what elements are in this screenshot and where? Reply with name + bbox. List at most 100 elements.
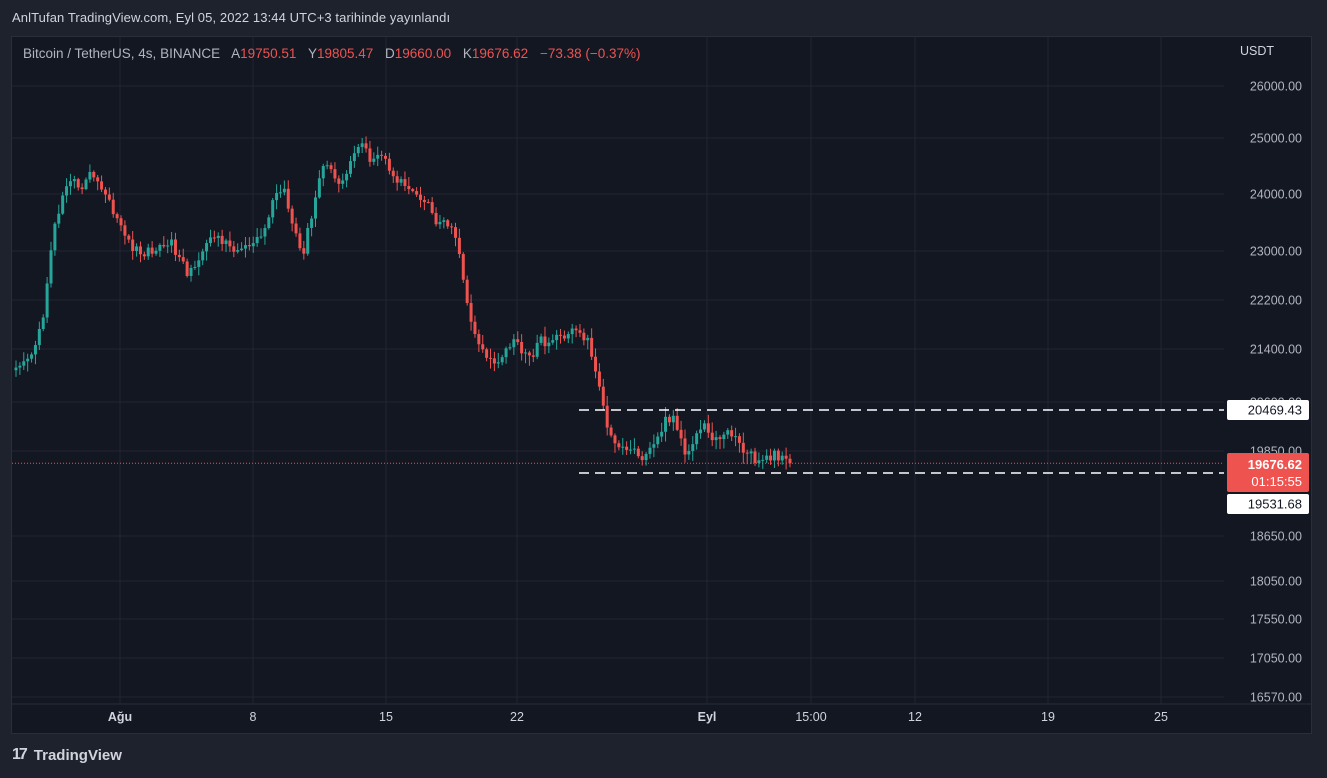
candle-body (45, 283, 49, 318)
candle-body (667, 416, 671, 423)
candle-body (772, 450, 776, 461)
candle-body (430, 202, 434, 213)
candle-body (142, 254, 146, 257)
price-tick-label: 18650.00 (1250, 530, 1302, 544)
candle-body (570, 328, 574, 335)
candle-body (123, 225, 127, 236)
candle-body (761, 459, 765, 461)
publish-line: AnlTufan TradingView.com, Eyl 05, 2022 1… (12, 10, 451, 25)
candle-body (30, 354, 34, 359)
candle-body (80, 187, 84, 190)
candle-body (442, 220, 446, 222)
low-label: D (385, 46, 395, 61)
candle-body (675, 415, 679, 430)
price-tick-label: 22200.00 (1250, 294, 1302, 308)
candle-body (251, 243, 255, 247)
chart-panel[interactable] (11, 36, 1312, 734)
candle-body (166, 245, 170, 247)
price-tick-label: 25000.00 (1250, 132, 1302, 146)
candle-body (695, 433, 699, 445)
candle-body (395, 176, 399, 183)
candle-body (726, 430, 730, 435)
candle-body (275, 193, 279, 201)
candle-body (18, 365, 22, 368)
candle-body (135, 246, 139, 251)
close-value: 19676.62 (471, 46, 529, 61)
candle-body (481, 344, 485, 350)
candle-body (617, 443, 621, 448)
candle-body (492, 358, 496, 364)
candle-body (107, 194, 111, 200)
candle-body (671, 415, 675, 423)
candle-body (769, 455, 773, 461)
bar-countdown-label: 01:15:55 (1251, 474, 1302, 489)
level-price-label: 19531.68 (1248, 497, 1302, 512)
candle-body (765, 455, 769, 460)
candle-body (197, 260, 201, 267)
brand-name: TradingView (33, 746, 122, 764)
candle-body (508, 347, 512, 349)
candle-body (290, 208, 294, 224)
candle-body (345, 173, 349, 181)
candle-body (601, 386, 605, 406)
candle-body (660, 431, 664, 437)
candle-body (53, 223, 57, 251)
time-tick-label: Eyl (698, 710, 717, 724)
candle-body (419, 194, 423, 200)
candle-body (185, 261, 189, 276)
candle-body (364, 143, 368, 149)
candle-body (368, 148, 372, 162)
candle-body (100, 181, 104, 190)
candle-body (745, 452, 749, 454)
open-value: 19750.51 (240, 46, 297, 61)
candle-body (434, 212, 438, 225)
candle-body (391, 170, 395, 177)
candle-body (228, 240, 232, 247)
candle-body (337, 178, 341, 184)
candle-body (702, 423, 706, 430)
candle-body (205, 243, 209, 252)
high-label: Y (307, 46, 317, 61)
candle-body (586, 337, 590, 341)
symbol-label[interactable]: Bitcoin / TetherUS, 4s, BINANCE (23, 46, 221, 61)
candle-body (41, 317, 45, 329)
candle-body (310, 218, 314, 228)
candle-body (485, 349, 489, 358)
candle-body (372, 158, 376, 162)
price-tick-label: 26000.00 (1250, 80, 1302, 94)
candle-body (691, 444, 695, 452)
footer-brand[interactable]: 17 TradingView (12, 746, 122, 764)
candle-body (457, 237, 461, 255)
level-price-label: 20469.43 (1248, 403, 1302, 418)
candle-body (597, 371, 601, 387)
candle-body (621, 446, 625, 448)
candle-body (516, 339, 520, 343)
candle-body (559, 334, 563, 336)
time-tick-label: 15 (379, 710, 393, 724)
candle-body (574, 328, 578, 331)
price-tick-label: 23000.00 (1250, 245, 1302, 259)
candle-body (170, 239, 174, 246)
candle-body (625, 446, 629, 450)
candle-body (527, 352, 531, 356)
candle-body (757, 460, 761, 464)
candle-body (648, 447, 652, 454)
price-tick-label: 24000.00 (1250, 188, 1302, 202)
candle-body (706, 423, 710, 433)
candle-body (454, 227, 458, 238)
candle-body (232, 246, 236, 252)
candle-body (426, 202, 430, 204)
ohlc-legend: Bitcoin / TetherUS, 4s, BINANCE A19750.5… (23, 46, 641, 61)
candle-body (92, 171, 96, 178)
candle-body (224, 240, 228, 244)
candle-body (84, 179, 88, 190)
candle-body (115, 214, 119, 219)
candle-body (119, 218, 123, 226)
candle-body (679, 429, 683, 439)
candle-body (68, 181, 72, 187)
candle-body (255, 236, 259, 244)
candle-body (664, 416, 668, 432)
candle-body (383, 155, 387, 159)
candle-body (317, 178, 321, 198)
